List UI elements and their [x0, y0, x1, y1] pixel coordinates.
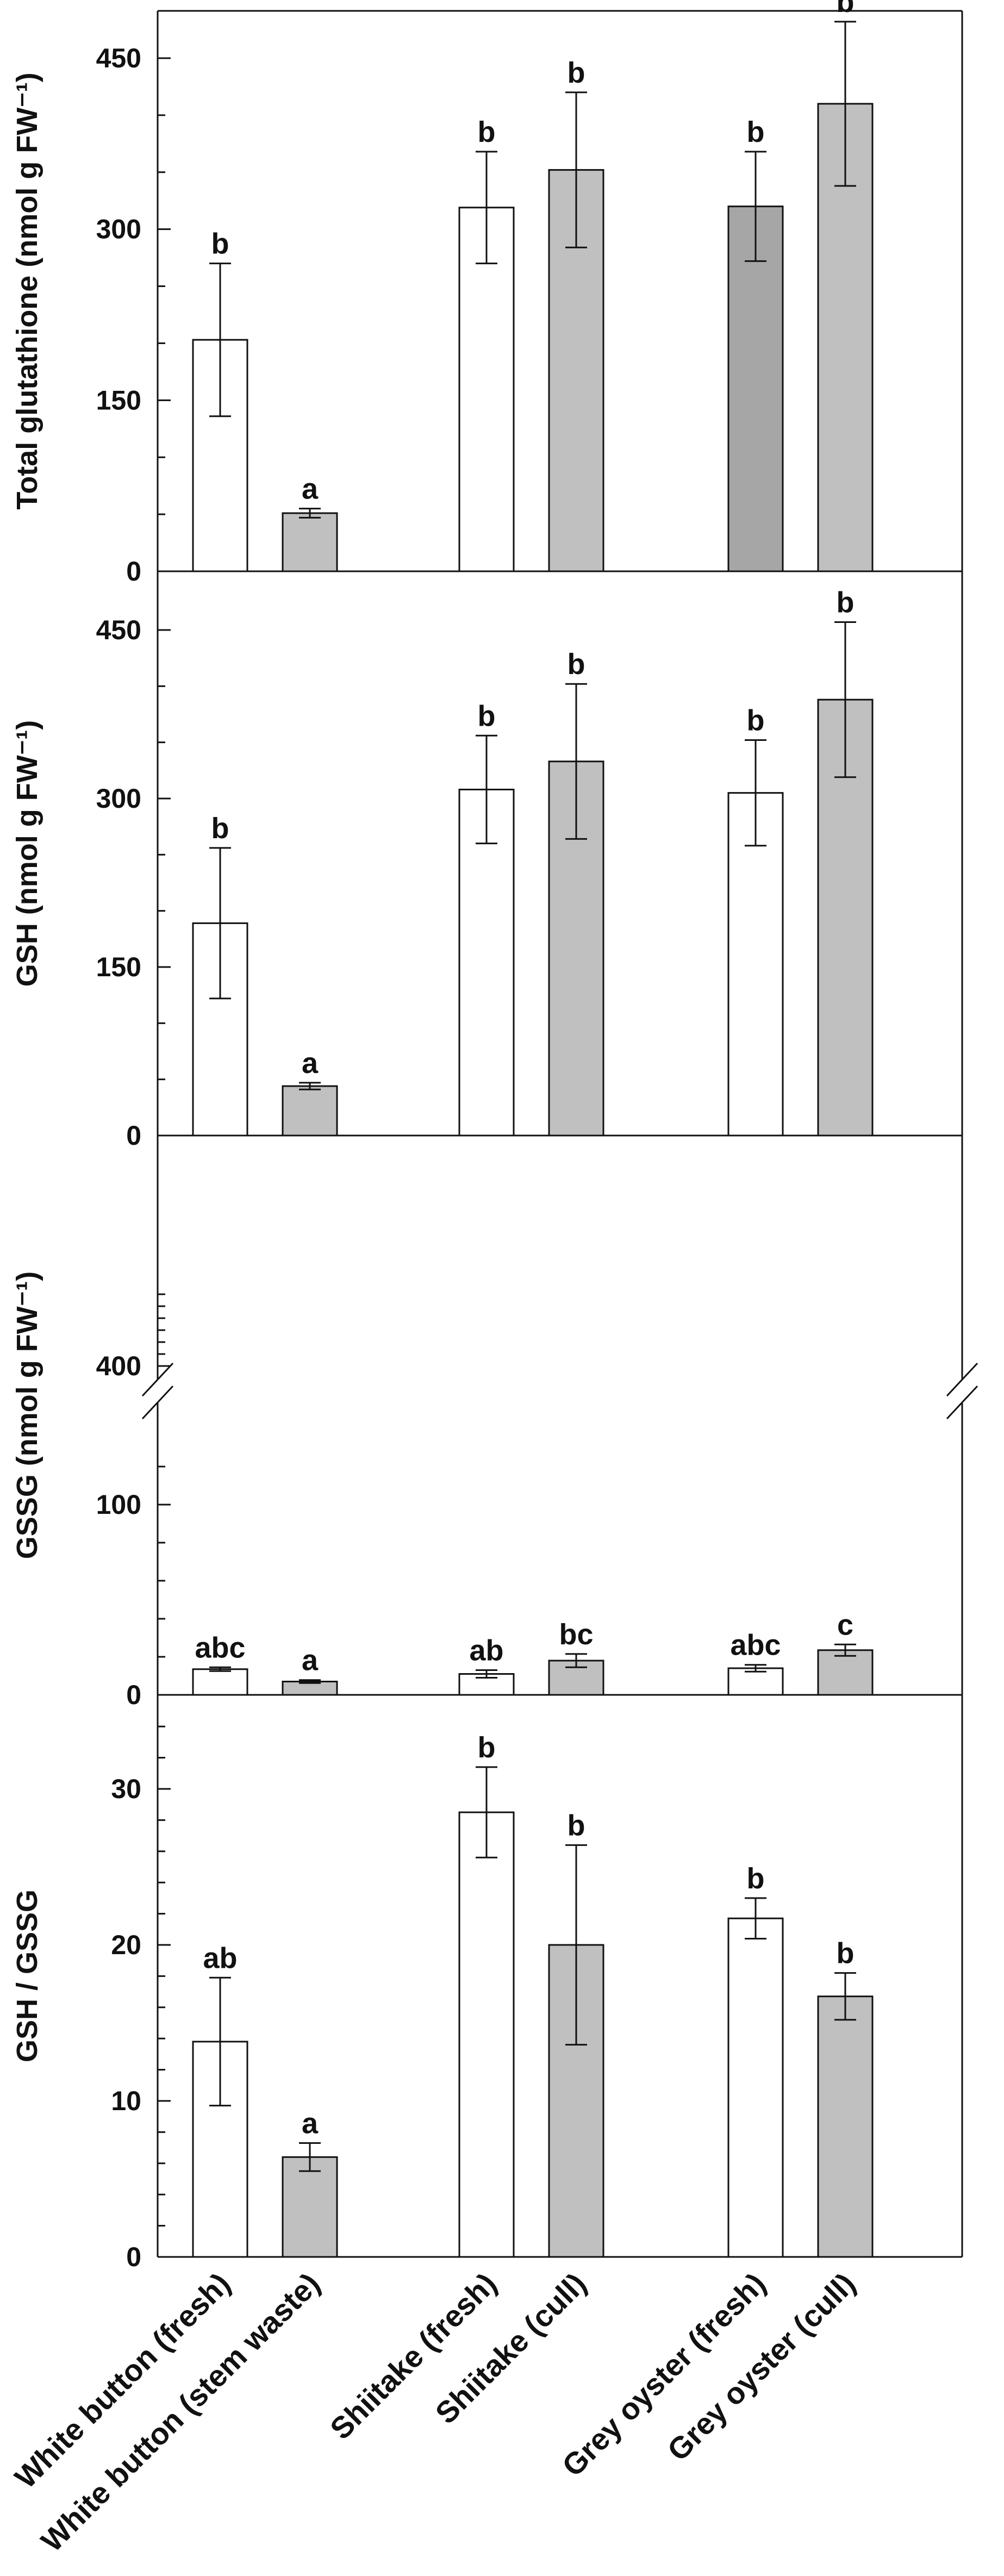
axis-break-mark — [141, 1362, 174, 1397]
bar — [458, 207, 515, 572]
significance-letter: b — [568, 648, 585, 681]
y-tick-label: 300 — [96, 783, 141, 814]
bar — [458, 1811, 515, 2258]
y-tick-label: 10 — [111, 2086, 141, 2116]
bar — [727, 1917, 784, 2258]
significance-letter: a — [302, 473, 319, 506]
bar — [727, 1667, 784, 1696]
significance-letter: b — [478, 1731, 496, 1764]
significance-letter: abc — [195, 1631, 245, 1664]
y-tick-label: 300 — [96, 214, 141, 245]
y-tick-label: 0 — [126, 556, 141, 587]
y-tick-label: 20 — [111, 1930, 141, 1960]
significance-letter: b — [211, 228, 229, 260]
bar — [458, 788, 515, 1137]
y-axis-title: GSH (nmol g FW⁻¹) — [11, 720, 43, 987]
significance-letter: b — [568, 57, 585, 89]
panel-total-glutathione: Total glutathione (nmol g FW⁻¹) 0 150 300 45… — [11, 0, 963, 587]
bar — [817, 1649, 874, 1696]
significance-letter: bc — [559, 1618, 593, 1651]
bar — [282, 2156, 338, 2258]
y-tick-label: 100 — [96, 1489, 141, 1520]
y-axis-title: GSSG (nmol g FW⁻¹) — [11, 1271, 43, 1559]
bar — [282, 512, 338, 572]
y-axis-title: Total glutathione (nmol g FW⁻¹) — [11, 72, 43, 509]
y-tick-label: 0 — [126, 1120, 141, 1151]
significance-letter: b — [837, 1937, 855, 1970]
bar — [727, 792, 784, 1137]
panels: Total glutathione (nmol g FW⁻¹)015030045… — [11, 0, 978, 2272]
significance-letter: b — [747, 116, 765, 148]
axis-break-mark — [141, 1385, 174, 1420]
significance-letter: b — [478, 700, 496, 732]
significance-letter: b — [568, 1809, 585, 1842]
y-tick-label: 150 — [96, 952, 141, 982]
y-tick-label: 450 — [96, 43, 141, 73]
significance-letter: b — [747, 704, 765, 737]
x-category-label: Shiitake (fresh) — [323, 2266, 503, 2446]
significance-letter: b — [837, 587, 855, 619]
y-tick-label: 0 — [126, 2242, 141, 2272]
significance-letter: abc — [730, 1629, 781, 1662]
bar — [282, 1085, 338, 1137]
significance-letter: ab — [203, 1942, 237, 1974]
significance-letter: c — [837, 1608, 853, 1641]
y-tick-label: 150 — [96, 385, 141, 415]
bar — [727, 205, 784, 572]
x-axis-labels: White button (fresh)White button (stem w… — [8, 2266, 862, 2558]
bar — [192, 1668, 248, 1696]
y-tick-label: 450 — [96, 615, 141, 645]
significance-letter: ab — [469, 1635, 503, 1667]
bar — [548, 760, 604, 1137]
y-tick-label: 30 — [111, 1774, 141, 1804]
axis-break-mark — [946, 1362, 978, 1397]
significance-letter: b — [747, 1862, 765, 1895]
significance-letter: a — [302, 2107, 319, 2140]
x-category-label: Shiitake (cull) — [428, 2266, 593, 2430]
significance-letter: b — [837, 0, 855, 18]
significance-letter: a — [302, 1047, 319, 1080]
axis-break-mark — [946, 1385, 978, 1420]
y-tick-label: 0 — [126, 1680, 141, 1710]
y-axis-title: GSH / GSSG — [11, 1889, 43, 2062]
panel-gssg: GSSG (nmol g FW⁻¹) 0 100 400 abc a ab bc abc c — [11, 1136, 978, 1710]
significance-letter: a — [302, 1644, 319, 1677]
y-tick-label: 400 — [96, 1351, 141, 1381]
significance-letter: b — [478, 116, 496, 148]
panel-gsh: GSH (nmol g FW⁻¹) 0 150 300 450 b a b b b b — [11, 571, 963, 1151]
bar — [817, 1995, 874, 2258]
significance-letter: b — [211, 812, 229, 845]
